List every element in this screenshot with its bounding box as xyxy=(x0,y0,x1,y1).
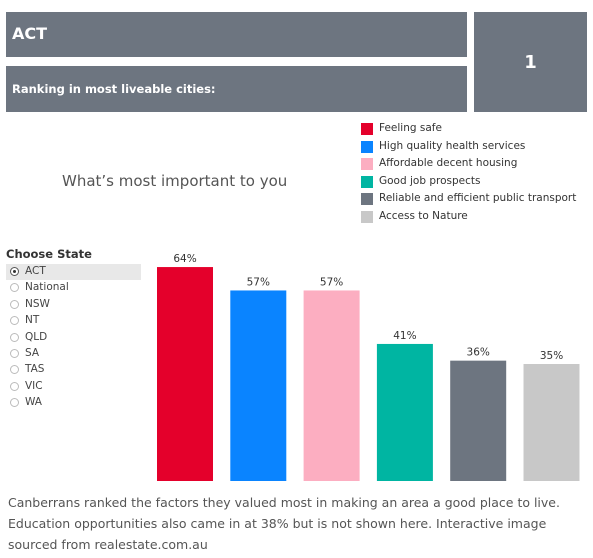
ranking-label: Ranking in most liveable cities: xyxy=(12,82,216,96)
state-option-national[interactable]: National xyxy=(6,280,141,296)
caption: Canberrans ranked the factors they value… xyxy=(8,495,560,552)
state-option-label: NT xyxy=(25,314,40,327)
radio-button[interactable] xyxy=(10,316,19,326)
state-option-act[interactable]: ACT xyxy=(6,264,141,281)
ranking-value: 1 xyxy=(524,52,537,73)
bar-chart: 64% 57% 57% 41% 36% 35% xyxy=(157,253,580,481)
state-option-label: NSW xyxy=(25,297,50,310)
state-option-nsw[interactable]: NSW xyxy=(6,297,141,313)
bar[interactable] xyxy=(157,267,213,481)
legend-swatch xyxy=(361,175,373,188)
state-option-label: VIC xyxy=(25,379,43,392)
radio-button[interactable] xyxy=(10,348,19,358)
state-option-label: ACT xyxy=(25,265,46,277)
state-radio-list: ACT National NSW NT QLD SA TAS VIC WA xyxy=(6,264,141,412)
ranking-label-panel: Ranking in most liveable cities: xyxy=(6,66,467,112)
radio-button[interactable] xyxy=(10,299,19,309)
state-option-vic[interactable]: VIC xyxy=(6,379,141,395)
bar[interactable] xyxy=(450,360,507,481)
legend-swatch xyxy=(361,210,373,223)
state-option-nt[interactable]: NT xyxy=(6,313,141,329)
radio-button[interactable] xyxy=(10,283,19,293)
state-option-label: WA xyxy=(25,396,42,409)
legend-swatch xyxy=(361,158,373,171)
legend-label: Affordable decent housing xyxy=(379,157,518,170)
legend-label: High quality health services xyxy=(379,139,526,152)
state-option-tas[interactable]: TAS xyxy=(6,362,141,378)
bar[interactable] xyxy=(376,343,433,481)
bar-data-label: 57% xyxy=(320,276,343,288)
state-option-label: QLD xyxy=(25,330,48,343)
legend-swatch xyxy=(361,140,373,153)
chart-title: What’s most important to you xyxy=(62,172,288,190)
legend-label: Feeling safe xyxy=(379,122,442,134)
state-name: ACT xyxy=(12,24,48,43)
radio-button[interactable] xyxy=(10,381,19,391)
state-option-qld[interactable]: QLD xyxy=(6,330,141,346)
legend-swatch xyxy=(361,123,373,135)
state-option-label: National xyxy=(25,281,69,294)
radio-button[interactable] xyxy=(10,332,19,342)
bar[interactable] xyxy=(303,290,360,481)
state-option-label: SA xyxy=(25,346,40,359)
bar-data-label: 41% xyxy=(393,330,416,342)
state-option-label: TAS xyxy=(25,363,45,376)
state-filter-title: Choose State xyxy=(6,247,92,261)
bar-data-label: 64% xyxy=(173,253,196,265)
state-header: ACT xyxy=(6,12,467,57)
legend-swatch xyxy=(361,193,373,206)
ranking-value-panel: 1 xyxy=(474,12,587,112)
bar[interactable] xyxy=(523,364,580,481)
legend-label: Reliable and efficient public transport xyxy=(379,192,577,205)
radio-button[interactable] xyxy=(10,398,19,408)
state-filter: Choose State ACT National NSW NT QLD SA TAS VIC… xyxy=(6,247,141,412)
radio-button[interactable] xyxy=(10,365,19,375)
state-option-sa[interactable]: SA xyxy=(6,346,141,362)
radio-button[interactable] xyxy=(10,267,19,276)
bar-data-label: 35% xyxy=(540,350,563,362)
bar-data-label: 57% xyxy=(247,276,270,288)
state-option-wa[interactable]: WA xyxy=(6,395,141,411)
bar[interactable] xyxy=(230,290,287,481)
legend-label: Access to Nature xyxy=(379,209,468,222)
bar-data-label: 36% xyxy=(467,347,490,359)
legend-label: Good job prospects xyxy=(379,174,481,187)
